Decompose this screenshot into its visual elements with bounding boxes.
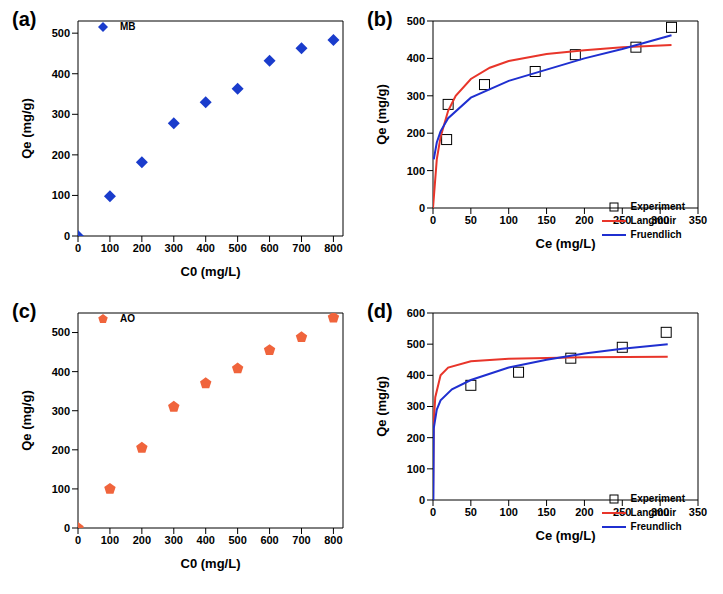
svg-text:200: 200	[575, 506, 593, 518]
svg-text:800: 800	[324, 242, 342, 254]
svg-text:150: 150	[537, 214, 555, 226]
svg-text:100: 100	[101, 242, 119, 254]
svg-text:500: 500	[228, 534, 246, 546]
svg-text:700: 700	[292, 242, 310, 254]
svg-text:350: 350	[689, 214, 707, 226]
svg-text:600: 600	[260, 242, 278, 254]
svg-text:0: 0	[419, 202, 425, 214]
svg-text:600: 600	[260, 534, 278, 546]
svg-text:600: 600	[407, 307, 425, 319]
svg-text:500: 500	[228, 242, 246, 254]
svg-text:300: 300	[407, 90, 425, 102]
svg-text:100: 100	[52, 483, 70, 495]
svg-text:0: 0	[430, 506, 436, 518]
svg-text:700: 700	[292, 534, 310, 546]
svg-text:Qe (mg/g): Qe (mg/g)	[19, 98, 34, 159]
svg-text:300: 300	[651, 506, 669, 518]
svg-text:100: 100	[407, 463, 425, 475]
svg-text:400: 400	[407, 52, 425, 64]
svg-text:0: 0	[430, 214, 436, 226]
svg-text:150: 150	[537, 506, 555, 518]
svg-text:400: 400	[52, 68, 70, 80]
svg-text:50: 50	[465, 214, 477, 226]
svg-text:200: 200	[407, 432, 425, 444]
svg-text:0: 0	[75, 534, 81, 546]
svg-text:350: 350	[689, 506, 707, 518]
svg-text:200: 200	[52, 444, 70, 456]
svg-text:200: 200	[407, 127, 425, 139]
svg-text:Qe (mg/g): Qe (mg/g)	[374, 84, 389, 145]
svg-text:800: 800	[324, 534, 342, 546]
svg-text:300: 300	[165, 242, 183, 254]
svg-text:Ce (mg/L): Ce (mg/L)	[536, 528, 596, 543]
svg-text:300: 300	[165, 534, 183, 546]
svg-text:400: 400	[407, 369, 425, 381]
svg-text:Qe (mg/g): Qe (mg/g)	[374, 376, 389, 437]
svg-text:100: 100	[101, 534, 119, 546]
svg-text:Ce (mg/L): Ce (mg/L)	[536, 236, 596, 251]
svg-text:400: 400	[52, 366, 70, 378]
svg-text:200: 200	[133, 534, 151, 546]
svg-text:500: 500	[407, 338, 425, 350]
svg-text:200: 200	[52, 149, 70, 161]
svg-text:300: 300	[52, 108, 70, 120]
svg-text:100: 100	[407, 165, 425, 177]
svg-text:50: 50	[465, 506, 477, 518]
svg-text:C0 (mg/L): C0 (mg/L)	[181, 264, 241, 279]
svg-text:300: 300	[407, 400, 425, 412]
svg-text:400: 400	[197, 242, 215, 254]
svg-text:100: 100	[500, 506, 518, 518]
svg-text:300: 300	[52, 405, 70, 417]
svg-text:200: 200	[133, 242, 151, 254]
svg-text:250: 250	[613, 214, 631, 226]
svg-text:250: 250	[613, 506, 631, 518]
svg-text:400: 400	[197, 534, 215, 546]
svg-text:500: 500	[52, 326, 70, 338]
svg-text:0: 0	[64, 230, 70, 242]
svg-text:200: 200	[575, 214, 593, 226]
svg-text:300: 300	[651, 214, 669, 226]
svg-text:0: 0	[64, 522, 70, 534]
svg-text:100: 100	[500, 214, 518, 226]
svg-text:Qe (mg/g): Qe (mg/g)	[19, 390, 34, 451]
svg-text:100: 100	[52, 189, 70, 201]
svg-text:500: 500	[52, 27, 70, 39]
svg-text:0: 0	[75, 242, 81, 254]
svg-text:0: 0	[419, 494, 425, 506]
svg-text:500: 500	[407, 15, 425, 27]
svg-text:C0 (mg/L): C0 (mg/L)	[181, 556, 241, 571]
